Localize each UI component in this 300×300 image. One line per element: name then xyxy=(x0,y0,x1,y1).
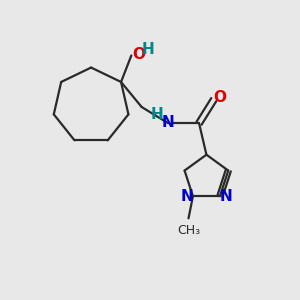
Text: H: H xyxy=(141,42,154,57)
Text: N: N xyxy=(219,189,232,204)
Text: N: N xyxy=(181,189,194,204)
Text: H: H xyxy=(151,107,163,122)
Text: O: O xyxy=(132,47,145,62)
Text: N: N xyxy=(162,115,175,130)
Text: O: O xyxy=(213,90,226,105)
Text: CH₃: CH₃ xyxy=(177,224,200,237)
